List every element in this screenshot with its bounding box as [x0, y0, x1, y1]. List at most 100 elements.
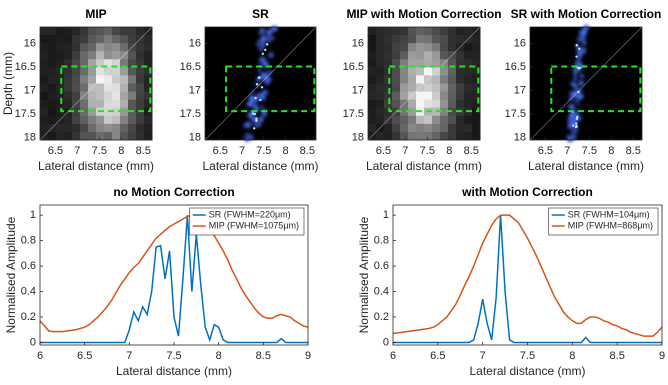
image-pixel: [392, 75, 401, 84]
image-spot: [244, 133, 247, 136]
image-pixel: [40, 75, 49, 84]
image-pixel: [432, 51, 441, 60]
image-spot: [584, 42, 587, 45]
image-pixel: [472, 116, 481, 125]
image-pixel: [128, 75, 137, 84]
y-tick-label: 18: [352, 132, 364, 144]
image-pixel: [56, 84, 65, 93]
image-pixel: [448, 35, 457, 44]
image-pixel: [432, 132, 441, 141]
image-pixel: [96, 27, 105, 36]
image-pixel: [400, 43, 409, 52]
x-tick-label: 7.5: [420, 145, 435, 157]
image-pixel: [392, 84, 401, 93]
image-spot: [259, 47, 263, 51]
image-pixel: [64, 124, 73, 133]
image-pixel: [400, 75, 409, 84]
image-pixel: [88, 51, 97, 60]
image-pixel: [400, 67, 409, 76]
image-pixel: [128, 67, 137, 76]
image-pixel: [368, 116, 377, 125]
image-pixel: [472, 51, 481, 60]
chart-title: SR with Motion Correction: [511, 7, 662, 21]
image-pixel: [416, 92, 425, 101]
image-pixel: [64, 92, 73, 101]
x-tick-label: 8.5: [256, 350, 271, 362]
image-pixel: [424, 43, 433, 52]
image-pixel: [96, 116, 105, 125]
image-spot: [571, 105, 575, 109]
image-pixel: [72, 124, 81, 133]
image-spot-bright: [578, 48, 580, 50]
image-pixel: [368, 35, 377, 44]
image-pixel: [88, 84, 97, 93]
image-spot: [260, 105, 263, 108]
x-tick-label: 8.5: [300, 145, 315, 157]
image-pixel: [72, 100, 81, 109]
y-tick-label: 16: [24, 37, 36, 49]
image-pixel: [376, 92, 385, 101]
chart-title: MIP: [85, 7, 106, 21]
image-pixel: [120, 75, 129, 84]
image-pixel: [440, 132, 449, 141]
image-pixel: [136, 116, 145, 125]
image-pixel: [376, 43, 385, 52]
image-pixel: [392, 27, 401, 36]
image-pixel: [128, 35, 137, 44]
image-pixel: [40, 59, 49, 68]
image-pixel: [464, 100, 473, 109]
image-pixel: [400, 84, 409, 93]
image-pixel: [384, 124, 393, 133]
image-pixel: [48, 35, 57, 44]
image-pixel: [64, 100, 73, 109]
image-spot: [268, 77, 272, 81]
image-spot: [572, 82, 574, 84]
image-pixel: [144, 116, 153, 125]
image-pixel: [456, 100, 465, 109]
image-pixel: [464, 51, 473, 60]
image-pixel: [48, 59, 57, 68]
image-pixel: [112, 27, 121, 36]
image-pixel: [112, 100, 121, 109]
image-pixel: [440, 124, 449, 133]
image-pixel: [40, 35, 49, 44]
image-pixel: [424, 51, 433, 60]
image-pixel: [456, 43, 465, 52]
x-tick-label: 8.5: [610, 350, 625, 362]
image-pixel: [136, 92, 145, 101]
image-spot-bright: [261, 86, 263, 88]
image-spot: [261, 95, 264, 98]
image-spot-bright: [258, 76, 260, 78]
image-pixel: [144, 132, 153, 141]
image-pixel: [432, 35, 441, 44]
image-pixel: [56, 92, 65, 101]
image-pixel: [424, 75, 433, 84]
image-pixel: [400, 124, 409, 133]
image-pixel: [440, 116, 449, 125]
image-pixel: [392, 124, 401, 133]
image-pixel: [416, 116, 425, 125]
image-pixel: [96, 132, 105, 141]
image-pixel: [416, 51, 425, 60]
image-spot-bright: [578, 67, 580, 69]
y-tick-label: 17: [189, 84, 201, 96]
image-pixel: [72, 35, 81, 44]
image-pixel: [72, 92, 81, 101]
image-spot: [262, 30, 265, 33]
image-pixel: [64, 27, 73, 36]
image-pixel: [48, 51, 57, 60]
y-tick-label: 16: [189, 37, 201, 49]
x-tick-label: 6.5: [77, 350, 92, 362]
image-pixel: [120, 92, 129, 101]
y-tick-label: 0.8: [374, 235, 389, 247]
image-pixel: [400, 100, 409, 109]
image-pixel: [416, 35, 425, 44]
image-spot: [249, 95, 256, 102]
y-tick-label: 0.2: [374, 311, 389, 323]
image-pixel: [368, 75, 377, 84]
image-pixel: [400, 132, 409, 141]
image-pixel: [416, 43, 425, 52]
image-pixel: [408, 132, 417, 141]
image-pixel: [88, 43, 97, 52]
image-pixel: [64, 84, 73, 93]
